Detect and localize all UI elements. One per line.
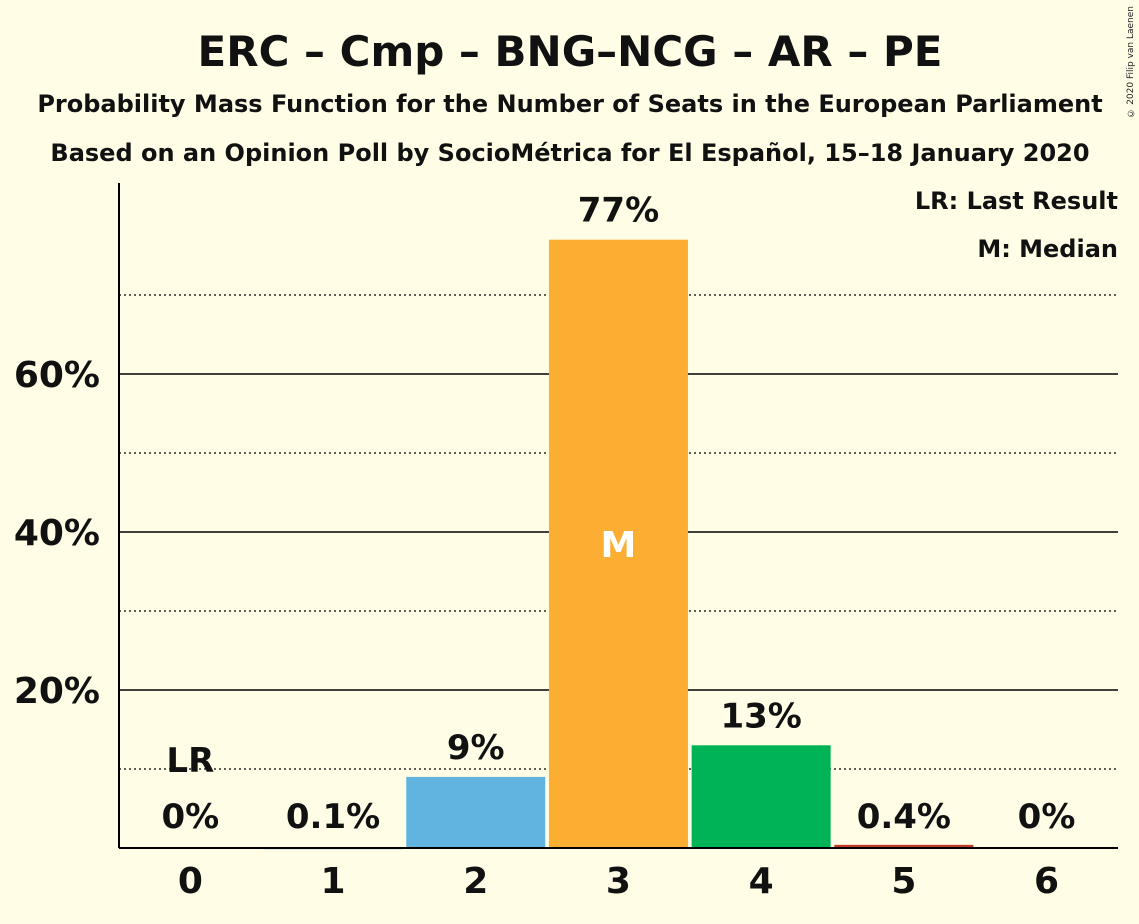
gridlines: 20% 40% 60% <box>14 294 1118 770</box>
x-tick-label: 0 <box>178 861 203 902</box>
chart-subtitle-2: Based on an Opinion Poll by SocioMétrica… <box>50 139 1089 167</box>
chart-title: ERC – Cmp – BNG–NCG – AR – PE <box>198 27 943 76</box>
x-tick-label: 6 <box>1034 861 1059 902</box>
bar-seat-4 <box>691 745 831 848</box>
copyright-notice: © 2020 Filip van Laenen <box>1126 6 1136 118</box>
x-tick-label: 3 <box>606 861 631 902</box>
value-label: 9% <box>447 728 505 768</box>
chart-subtitle-1: Probability Mass Function for the Number… <box>37 90 1102 118</box>
value-label: 0.1% <box>286 797 380 837</box>
median-marker: M <box>601 525 637 566</box>
value-label: 77% <box>578 191 659 231</box>
bar-seat-5 <box>834 844 974 848</box>
bar-seat-2 <box>406 776 546 848</box>
bar-seat-3 <box>548 239 688 848</box>
x-tick-label: 2 <box>463 861 488 902</box>
value-label: 0.4% <box>857 797 951 837</box>
value-label: 0% <box>1018 797 1076 837</box>
y-tick-label: 60% <box>14 355 100 396</box>
bars <box>263 239 974 850</box>
axes <box>118 183 1118 849</box>
x-tick-label: 5 <box>891 861 916 902</box>
x-tick-label: 1 <box>321 861 346 902</box>
x-tick-label: 4 <box>749 861 774 902</box>
legend-median: M: Median <box>977 235 1118 263</box>
y-tick-label: 20% <box>14 671 100 712</box>
bar-labels: 0% 0 0.1% 1 9% 2 77% 3 13% 4 0.4% 5 0% 6 M LR <box>161 191 1075 902</box>
legend-last-result: LR: Last Result <box>915 187 1118 215</box>
last-result-marker: LR <box>166 741 214 781</box>
y-tick-label: 40% <box>14 513 100 554</box>
value-label: 0% <box>161 797 219 837</box>
value-label: 13% <box>720 696 801 736</box>
